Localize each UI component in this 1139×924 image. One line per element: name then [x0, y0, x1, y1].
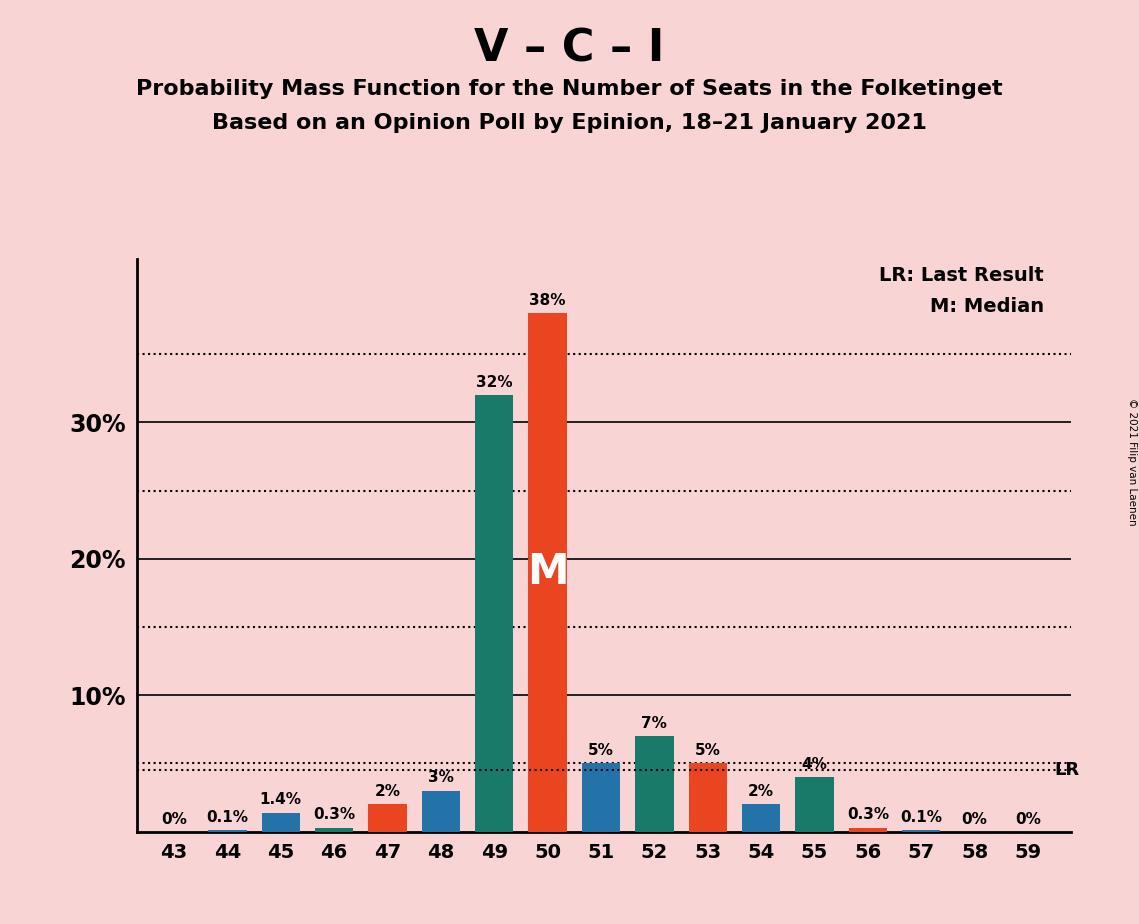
Text: 3%: 3% — [428, 771, 453, 785]
Text: 2%: 2% — [375, 784, 401, 799]
Text: 32%: 32% — [476, 374, 513, 390]
Bar — [689, 763, 727, 832]
Bar — [528, 313, 567, 832]
Bar — [208, 831, 247, 832]
Text: 1.4%: 1.4% — [260, 792, 302, 807]
Bar — [368, 804, 407, 832]
Text: 7%: 7% — [641, 716, 667, 731]
Text: 4%: 4% — [802, 757, 827, 772]
Bar — [475, 395, 514, 832]
Text: M: Median: M: Median — [929, 297, 1044, 316]
Bar — [849, 828, 887, 832]
Text: 38%: 38% — [530, 293, 566, 308]
Text: 0.1%: 0.1% — [206, 809, 248, 825]
Text: Based on an Opinion Poll by Epinion, 18–21 January 2021: Based on an Opinion Poll by Epinion, 18–… — [212, 113, 927, 133]
Text: Probability Mass Function for the Number of Seats in the Folketinget: Probability Mass Function for the Number… — [137, 79, 1002, 99]
Bar — [262, 812, 300, 832]
Bar — [421, 791, 460, 832]
Text: LR: LR — [1055, 761, 1080, 779]
Text: © 2021 Filip van Laenen: © 2021 Filip van Laenen — [1126, 398, 1137, 526]
Bar — [316, 828, 353, 832]
Text: 0%: 0% — [1015, 812, 1041, 827]
Text: 0.3%: 0.3% — [313, 807, 355, 822]
Bar — [636, 736, 673, 832]
Text: 5%: 5% — [695, 743, 721, 758]
Bar — [582, 763, 621, 832]
Text: 0%: 0% — [961, 812, 988, 827]
Text: M: M — [527, 552, 568, 593]
Bar — [902, 831, 941, 832]
Text: 2%: 2% — [748, 784, 775, 799]
Bar — [795, 777, 834, 832]
Text: 0%: 0% — [161, 812, 187, 827]
Text: 5%: 5% — [588, 743, 614, 758]
Bar — [741, 804, 780, 832]
Text: 0.3%: 0.3% — [846, 807, 888, 822]
Text: 0.1%: 0.1% — [900, 809, 942, 825]
Text: V – C – I: V – C – I — [474, 28, 665, 71]
Text: LR: Last Result: LR: Last Result — [879, 265, 1044, 285]
